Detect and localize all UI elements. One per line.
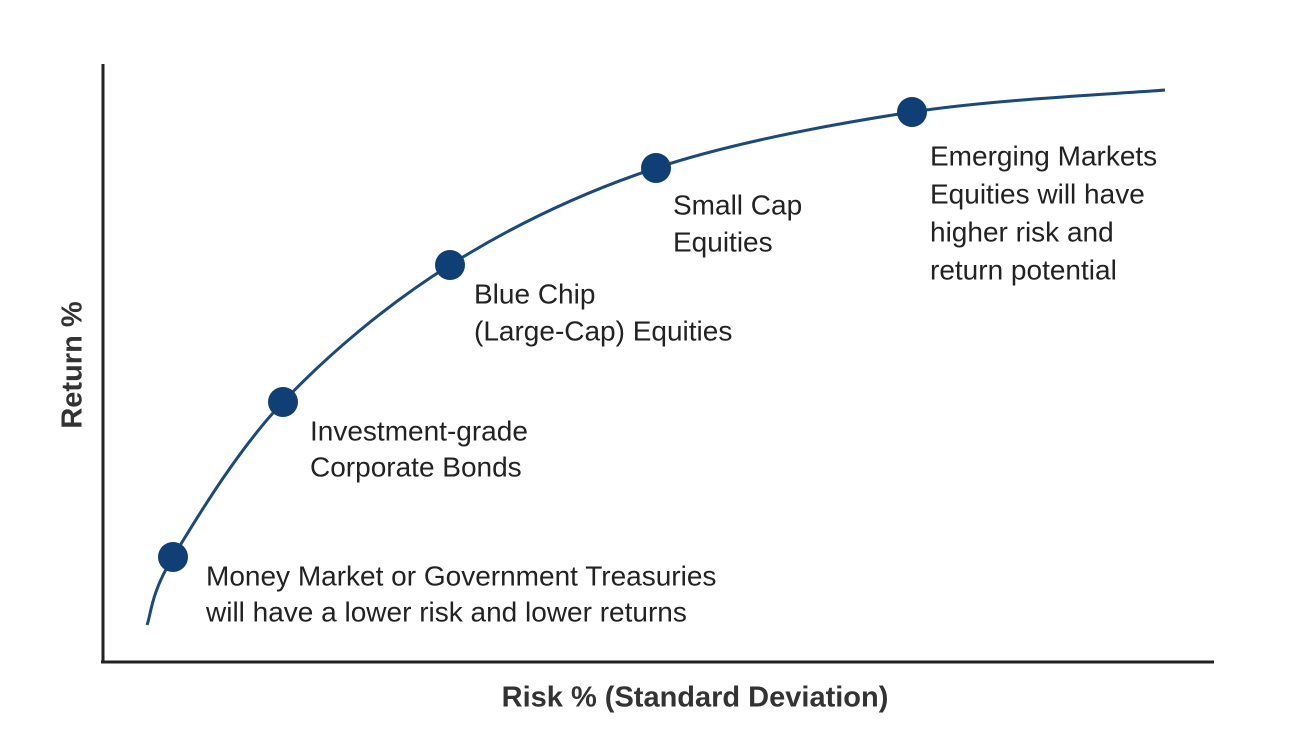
node-label: will have a lower risk and lower returns [205,596,687,627]
node-dot [641,153,671,183]
node-dot [158,542,188,572]
node-label: return potential [930,254,1117,285]
node-label: Equities [673,226,773,257]
node-label: (Large-Cap) Equities [474,315,732,346]
x-axis-title: Risk % (Standard Deviation) [502,682,889,714]
node-dot [897,97,927,127]
node-dot [435,250,465,280]
node-label: Money Market or Government Treasuries [206,560,716,591]
node-dot [268,387,298,417]
node-label: Investment-grade [310,415,528,446]
node-label: Corporate Bonds [310,451,522,482]
node-label: Small Cap [673,189,802,220]
node-label: Equities will have [930,178,1145,209]
node-label: Blue Chip [474,278,595,309]
node-label: higher risk and [930,216,1114,247]
y-axis-title: Return % [57,301,89,429]
node-label: Emerging Markets [930,140,1157,171]
